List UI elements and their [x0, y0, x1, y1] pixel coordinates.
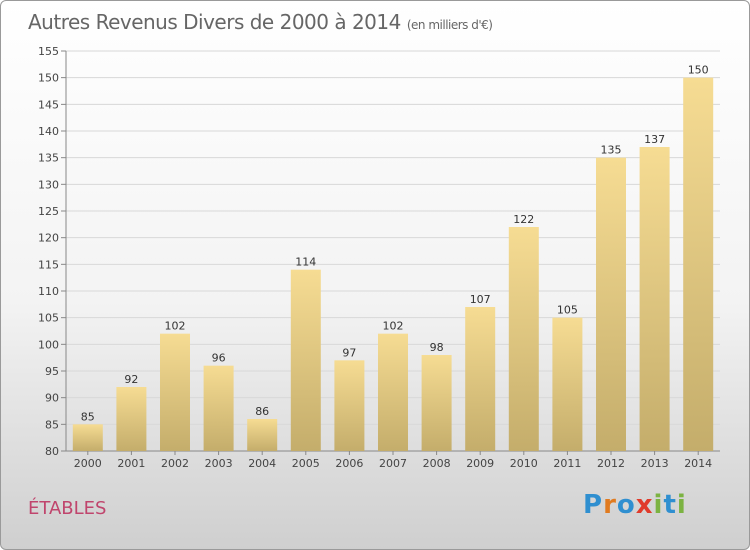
x-tick-label: 2005 — [292, 457, 320, 470]
bar — [378, 333, 408, 451]
y-tick-label: 120 — [38, 232, 59, 245]
data-label: 135 — [601, 144, 622, 157]
y-tick-label: 140 — [38, 125, 59, 138]
data-label: 137 — [644, 133, 665, 146]
y-tick-label: 85 — [45, 418, 59, 431]
logo-letter: o — [616, 490, 636, 520]
data-label: 122 — [513, 213, 534, 226]
data-label: 102 — [383, 320, 404, 333]
y-tick-label: 80 — [45, 445, 59, 458]
data-label: 96 — [212, 352, 226, 365]
value-labels: 85 92 102 96 86 114 97 102 98 107 122 105 135 137 150 — [81, 64, 709, 424]
data-label: 105 — [557, 304, 578, 317]
logo-letter: x — [635, 490, 654, 520]
x-tick-label: 2007 — [379, 457, 407, 470]
y-tick-label: 130 — [38, 178, 59, 191]
data-label: 86 — [255, 405, 269, 418]
x-tick-label: 2003 — [205, 457, 233, 470]
bar — [334, 360, 365, 451]
bar — [72, 424, 103, 451]
proxiti-logo: Proxiti — [583, 490, 687, 520]
logo-letter: r — [603, 490, 617, 520]
bar — [247, 419, 278, 451]
y-tick-label: 90 — [45, 392, 59, 405]
x-tick-label: 2009 — [466, 457, 494, 470]
y-tick-label: 115 — [38, 258, 59, 271]
y-tick-label: 110 — [38, 285, 59, 298]
bar — [465, 307, 496, 451]
bar — [421, 355, 452, 451]
bar — [596, 157, 626, 451]
y-tick-label: 145 — [38, 98, 59, 111]
y-tick-label: 150 — [38, 72, 59, 85]
data-label: 102 — [165, 320, 186, 333]
x-tick-label: 2012 — [597, 457, 625, 470]
data-label: 98 — [430, 341, 444, 354]
bar — [683, 77, 714, 452]
x-tick-label: 2010 — [510, 457, 538, 470]
x-tick-label: 2002 — [161, 457, 189, 470]
chart-title-main: Autres Revenus Divers de 2000 à 2014 — [28, 10, 401, 34]
data-label: 92 — [124, 373, 138, 386]
x-tick-label: 2011 — [553, 457, 581, 470]
y-tick-label: 95 — [45, 365, 59, 378]
data-label: 114 — [295, 256, 316, 269]
bars — [72, 77, 714, 452]
x-tick-label: 2008 — [423, 457, 451, 470]
data-label: 85 — [81, 410, 95, 423]
bar — [160, 333, 190, 451]
chart-title: Autres Revenus Divers de 2000 à 2014 (en … — [28, 10, 493, 34]
data-label: 107 — [470, 293, 491, 306]
logo-letter: i — [676, 490, 687, 520]
x-tick-label: 2006 — [335, 457, 363, 470]
x-tick-label: 2013 — [641, 457, 669, 470]
x-tick-label: 2004 — [248, 457, 276, 470]
chart-title-unit: (en milliers d'€) — [406, 18, 493, 32]
logo-letter: i — [653, 490, 664, 520]
y-tick-label: 100 — [38, 338, 59, 351]
logo-letter: P — [583, 490, 604, 520]
bar — [639, 147, 670, 451]
city-name: ÉTABLES — [28, 498, 107, 519]
data-label: 150 — [688, 64, 709, 77]
x-tick-label: 2001 — [117, 457, 145, 470]
bar — [552, 317, 583, 451]
y-tick-label: 155 — [38, 45, 59, 58]
bar — [116, 387, 147, 451]
y-tick-label: 135 — [38, 152, 59, 165]
x-tick-label: 2000 — [74, 457, 102, 470]
x-axis-labels: 2000 2001 2002 2003 2004 2005 2006 2007 2008 2009… — [74, 451, 712, 470]
y-tick-label: 125 — [38, 205, 59, 218]
data-label: 97 — [342, 346, 356, 359]
bar — [508, 227, 539, 451]
logo-letter: t — [663, 490, 677, 520]
bar — [290, 269, 321, 451]
x-tick-label: 2014 — [684, 457, 712, 470]
y-tick-label: 105 — [38, 312, 59, 325]
bar — [203, 365, 234, 451]
